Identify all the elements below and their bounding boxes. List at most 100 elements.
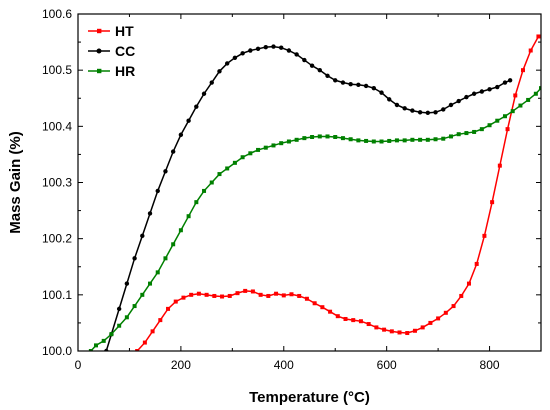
data-point-hr [88,349,93,351]
data-point-ht [297,293,302,298]
data-point-ht [320,305,325,310]
data-point-ht [250,289,255,294]
data-point-hr [94,343,99,348]
data-point-hr [240,155,245,160]
data-point-hr [356,138,361,143]
data-point-ht [451,304,456,309]
data-point-hr [387,138,392,143]
data-point-hr [279,141,284,146]
data-point-cc [155,188,160,194]
data-point-hr [539,86,541,91]
data-point-ht [459,293,464,298]
data-point-hr [510,109,515,114]
data-point-cc [294,52,299,57]
data-point-hr [117,323,122,328]
data-point-ht [173,299,178,304]
data-point-cc [333,78,338,83]
data-point-ht [343,316,348,321]
legend-item-ht: HT [88,23,134,39]
data-point-hr [232,160,237,165]
data-point-ht [289,292,294,297]
data-point-ht [181,295,186,300]
legend-marker [97,28,102,34]
data-point-hr [263,145,268,150]
data-point-cc [348,82,353,87]
legend-item-cc: CC [88,43,135,59]
data-point-ht [474,261,479,266]
data-point-cc [194,104,199,109]
series-cc [104,44,513,351]
data-point-cc [255,46,261,52]
data-point-ht [312,301,317,306]
data-point-cc [356,82,361,87]
series-line-cc [105,45,511,351]
data-point-ht [158,318,163,323]
data-point-hr [448,134,453,139]
data-point-ht [266,293,271,298]
data-point-hr [402,138,407,143]
y-tick-label: 100.1 [42,288,72,302]
legend-marker [97,68,102,74]
data-point-hr [394,138,399,143]
data-point-hr [410,137,415,142]
data-point-ht [443,310,448,315]
data-point-ht [497,163,502,168]
data-point-cc [309,63,315,68]
data-point-cc [471,91,477,96]
data-point-hr [202,188,207,193]
y-tick-label: 100.2 [42,232,72,246]
data-point-cc [201,91,207,96]
legend-label: CC [115,43,135,59]
data-point-hr [317,134,322,139]
data-point-cc [417,110,423,115]
data-point-hr [140,292,145,297]
y-tick-label: 100.0 [42,344,72,358]
y-tick-label: 100.5 [42,63,72,77]
y-tick-label: 100.4 [42,119,72,133]
x-tick-label: 600 [377,358,397,372]
data-point-cc [248,48,253,53]
axes-layer: 0 200 400 600 800 100.0 100.1 100.2 100.3 100.4 10… [42,7,542,372]
data-point-cc [479,89,485,94]
data-point-cc [178,132,184,137]
data-point-cc [456,98,461,104]
data-point-hr [425,137,430,142]
data-point-hr [256,147,261,152]
data-point-ht [335,314,340,319]
data-point-hr [286,139,291,144]
x-tick-label: 0 [75,358,82,372]
data-point-cc [502,80,508,85]
series-line-hr [90,87,541,351]
data-point-cc [209,80,214,85]
data-point-ht [150,329,155,334]
x-tick-label: 400 [274,358,294,372]
legend-label: HR [115,63,135,79]
y-axis-title: Mass Gain (%) [7,131,24,234]
data-point-cc [448,102,454,108]
data-point-ht [536,34,541,39]
data-point-cc [410,108,415,113]
data-point-hr [109,332,114,337]
data-point-hr [310,135,315,140]
data-point-hr [379,139,384,144]
x-tick-label: 800 [480,358,500,372]
data-point-hr [132,304,137,309]
data-point-ht [482,233,487,238]
data-point-hr [302,136,307,141]
data-point-ht [243,288,248,293]
data-point-ht [428,320,433,325]
data-point-ht [196,291,201,296]
data-point-ht [351,318,356,323]
data-point-ht [328,309,333,314]
data-point-hr [433,137,438,142]
data-point-ht [258,292,263,297]
data-point-hr [124,315,129,320]
data-point-cc [217,69,222,74]
data-point-ht [227,293,232,298]
data-point-ht [405,331,410,336]
data-point-ht [366,322,371,327]
data-point-cc [140,233,145,239]
data-point-ht [513,93,518,98]
data-point-hr [186,214,191,219]
